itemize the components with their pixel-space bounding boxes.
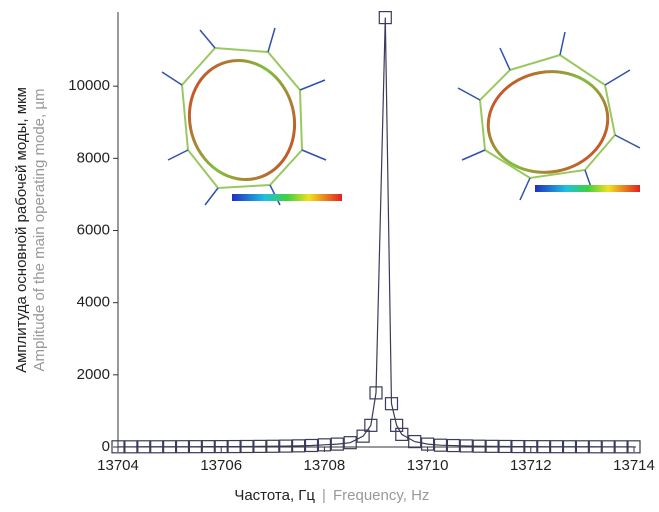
x-axis-label: Частота, Гц [234,487,315,504]
x-tick-label: 13704 [97,457,139,474]
y-tick-label: 8000 [77,149,110,166]
y-tick-label: 4000 [77,294,110,311]
inset-mode-1 [162,28,342,205]
chart: Амплитуда основной рабочей моды, мкм Amp… [0,0,659,512]
x-axis-label-en: Frequency, Hz [333,487,429,504]
y-axis-label: Амплитуда основной рабочей моды, мкм [13,87,30,373]
y-tick-label: 0 [102,438,110,455]
inset-mode-2 [458,32,640,200]
y-tick-label: 6000 [77,221,110,238]
y-tick-label: 10000 [68,77,110,94]
line [118,18,634,447]
x-tick-label: 13710 [407,457,449,474]
x-tick-label: 13714 [613,457,655,474]
y-axis-label-en: Amplitude of the main operating mode, µm [31,89,48,372]
y-tick-label: 2000 [77,366,110,383]
x-axis-label-separator: | [322,487,326,504]
x-tick-label: 13706 [200,457,242,474]
x-tick-label: 13708 [304,457,346,474]
x-tick-label: 13712 [510,457,552,474]
